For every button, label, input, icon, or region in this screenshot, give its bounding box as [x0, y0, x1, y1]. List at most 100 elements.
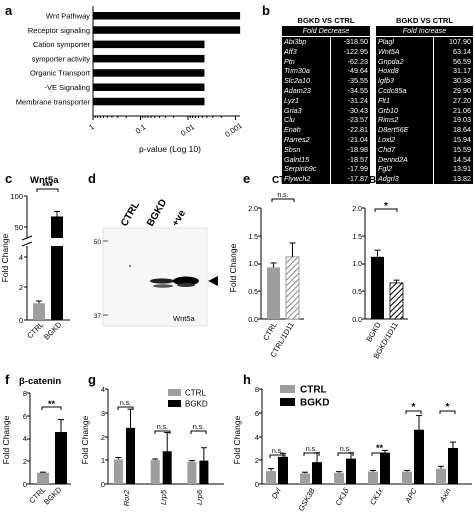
panel-d-lane-bgkd: BGKD — [145, 197, 169, 228]
panel-c-bar-ctrl — [33, 303, 45, 320]
panel-a-label-receptor-signaling: Receptor signaling — [28, 26, 90, 35]
panel-label-c: c — [5, 171, 12, 186]
panel-h-sig-ck1e: ** — [376, 443, 384, 453]
panel-h: Fold Change 8 6 4 2 0 CTRL BGKD n.s. n.s… — [232, 385, 472, 513]
panel-a-bar-wnt-pathway — [93, 12, 241, 20]
panel-a-bar-receptor-signaling — [93, 26, 241, 34]
panel-b-right-row: Flt1 27.20 — [376, 95, 473, 106]
panel-b-left-row: Trim30a -49.64 — [282, 66, 370, 77]
panel-h-cat-ck1d: CK1δ — [334, 486, 352, 507]
panel-f-tick-2: 2 — [23, 457, 27, 466]
panel-e-right-tick-2.0: 2.0 — [352, 206, 362, 213]
panel-e-right-sig-bracket — [374, 208, 398, 212]
panel-b-right-row: Adgrl3 13.82 — [376, 174, 473, 184]
fold-value: -49.64 — [347, 66, 368, 76]
panel-g-sig-lrp6: n.s. — [193, 424, 204, 431]
panel-b-right-row: Rims2 19.03 — [376, 115, 473, 126]
panel-b-left-row: Galnt15 -18.57 — [282, 154, 370, 165]
panel-h-sig-bracket-axin — [439, 410, 456, 414]
panel-label-g: g — [88, 372, 96, 387]
panel-g-bar-lrp6-bgkd — [199, 460, 209, 484]
panel-a-label-ve-signaling: -VE Signaling — [45, 83, 90, 92]
panel-label-b: b — [262, 3, 270, 18]
panel-e-left-tick-0.0: 0.0 — [248, 317, 258, 324]
panel-h-bar-ck1-ctrl — [334, 472, 344, 484]
panel-b-right-row: Igfb3 30.38 — [376, 76, 473, 86]
panel-b-left-rows: Abi3bp -318.50 Aff3 -122.95 Ptn -62.23 Trim30a… — [282, 37, 370, 184]
panel-g-sig-ror2: n.s. — [120, 400, 131, 407]
panel-a-label-cation-symporter: Cation symporter — [33, 40, 91, 49]
fold-value: 14.54 — [453, 154, 471, 164]
panel-c: Wnt5a Fold Change 100 50 4 2 0 *** CTRL … — [0, 175, 70, 341]
gene-name: Adgrl3 — [376, 174, 434, 184]
panel-h-sig-bracket-apc — [405, 410, 422, 414]
fold-value: 15.59 — [453, 144, 471, 154]
panel-label-e: e — [243, 171, 250, 186]
panel-h-sig-bracket-ck1d — [337, 452, 354, 456]
panel-e-bar-bgkd-1d11 — [389, 282, 404, 320]
gene-name: Galnt15 — [282, 154, 331, 165]
panel-b-left-row: Ptn -62.23 — [282, 56, 370, 67]
panel-e-right-tick-0.0: 0.0 — [352, 317, 362, 324]
panel-a-bars: Wnt Pathway Receptor signaling Cation symp… — [16, 12, 241, 106]
panel-f-sig-bracket — [41, 406, 62, 410]
panel-e-bar-ctrl — [267, 267, 280, 319]
panel-e-ticks — [258, 207, 365, 320]
panel-b-left-row: Flywch2 -17.87 — [282, 174, 370, 184]
fold-value: 13.82 — [453, 174, 471, 184]
gene-name: Chd7 — [376, 144, 434, 155]
panel-b-left-row: Lyz1 -31.24 — [282, 95, 370, 106]
panel-g-y-label: Fold Change — [80, 415, 90, 464]
gene-name: Abi3bp — [282, 37, 331, 47]
gene-name: Rarres2 — [282, 134, 331, 145]
fold-value: 19.03 — [453, 115, 471, 125]
panel-e: CTRL BGKD Fold Change 2.0 1.5 1.0 0.5 0.… — [228, 175, 408, 360]
panel-g-sig-lrp5: n.s. — [157, 424, 168, 431]
panel-e-right-tick-0.5: 0.5 — [352, 289, 362, 296]
panel-h-sig-dvl: n.s. — [272, 448, 283, 455]
panel-a-label-symporter-activity: symporter activity — [32, 54, 91, 63]
panel-g-legend-ctrl-swatch — [168, 389, 181, 396]
fold-value: 18.64 — [453, 125, 471, 135]
panel-g-tick-4: 4 — [101, 385, 105, 394]
panel-a: Wnt Pathway Receptor signaling Cation symp… — [16, 6, 244, 154]
panel-g: Fold Change 4 3 2 1 0 CTRL BGKD n.s. n.s… — [80, 385, 224, 506]
panel-c-break-1 — [21, 235, 33, 241]
panel-h-legend-bgkd-label: BGKD — [300, 398, 329, 409]
panel-g-legend-bgkd-label: BGKD — [185, 400, 208, 409]
fold-value: -35.55 — [347, 76, 368, 86]
blot-band-bgkd-lower — [153, 284, 173, 288]
panel-h-sig-axin: * — [446, 402, 450, 413]
panel-g-tick-3: 3 — [101, 409, 105, 418]
fold-value: 15.94 — [453, 134, 471, 144]
panel-h-bars — [266, 415, 458, 484]
panel-h-tick-4: 4 — [255, 433, 259, 442]
panel-g-bar-lrp5-bgkd — [162, 451, 172, 484]
panel-b-left-row: Clu -23.57 — [282, 115, 370, 126]
panel-f-bar-bgkd — [55, 432, 67, 484]
panel-d-lane-ctrl: CTRL — [119, 200, 142, 229]
panel-e-left-tick-2.0: 2.0 — [248, 206, 258, 213]
panel-f-cat-bgkd: BGKD — [42, 485, 64, 507]
panel-f-tick-4: 4 — [23, 434, 27, 443]
panel-f-tick-8: 8 — [23, 389, 27, 398]
panel-g-tick-2: 2 — [101, 433, 105, 442]
panel-h-cat-ck1e: CK1ε — [368, 486, 385, 507]
panel-b-left-title: BGKD VS CTRL — [297, 16, 355, 25]
panel-h-bar-axin-ctrl — [436, 468, 446, 484]
panel-h-sig-apc: * — [412, 402, 416, 413]
gene-name: Fgl2 — [376, 164, 434, 175]
band-arrow-icon — [208, 276, 218, 286]
panel-a-tick-0.01: 0.01 — [179, 122, 196, 138]
gene-name: Dennd2A — [376, 154, 434, 165]
panel-f-tick-0: 0 — [23, 480, 27, 489]
panel-a-label-membrane-transporter: Membrane transporter — [16, 97, 91, 106]
panel-e-right-sig: * — [384, 201, 388, 212]
panel-e-left-tick-0.5: 0.5 — [248, 289, 258, 296]
fold-value: -318.50 — [343, 37, 368, 46]
panel-e-right-tick-1.0: 1.0 — [352, 261, 362, 268]
panel-h-bar-apc-ctrl — [402, 471, 412, 484]
panel-h-cat-dvl: Dvl — [270, 486, 283, 500]
panel-f-tick-6: 6 — [23, 412, 27, 421]
